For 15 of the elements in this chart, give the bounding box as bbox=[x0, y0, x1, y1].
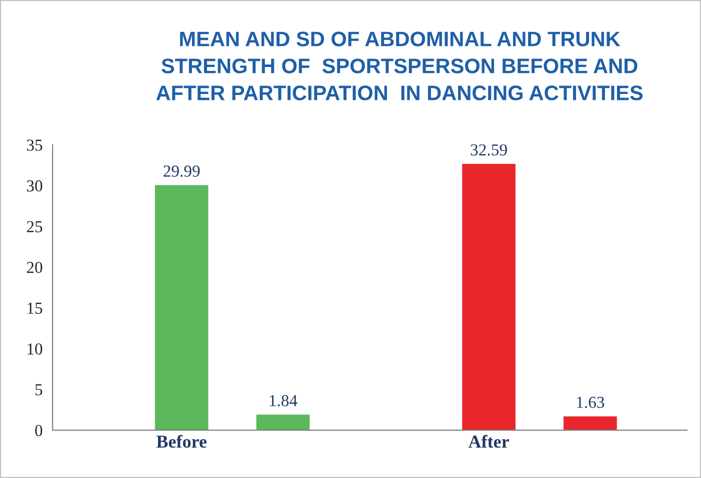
data-label: 1.63 bbox=[577, 396, 604, 408]
data-label: 1.84 bbox=[270, 395, 298, 406]
y-tick-label: 35 bbox=[26, 140, 42, 151]
x-tick-label: After bbox=[468, 434, 509, 448]
x-tick-label: Before bbox=[156, 434, 207, 448]
y-tick-label: 10 bbox=[28, 343, 42, 355]
data-label: 29.99 bbox=[164, 166, 200, 177]
y-tick-label: 5 bbox=[35, 384, 42, 396]
y-tick-label: 25 bbox=[26, 221, 42, 232]
y-tick-label: 30 bbox=[26, 180, 42, 192]
chart-title: MEAN AND SD OF ABDOMINAL AND TRUNK STRENGTH OF SPORTSPERSON BEFORE AND AFTER PARTICIPATION IN DANCING ACTIVITIES bbox=[156, 32, 643, 100]
y-tick-label: 15 bbox=[28, 302, 42, 314]
y-tick-label: 20 bbox=[26, 262, 42, 274]
data-label: 32.59 bbox=[470, 144, 507, 156]
y-tick-label: 0 bbox=[35, 424, 42, 436]
